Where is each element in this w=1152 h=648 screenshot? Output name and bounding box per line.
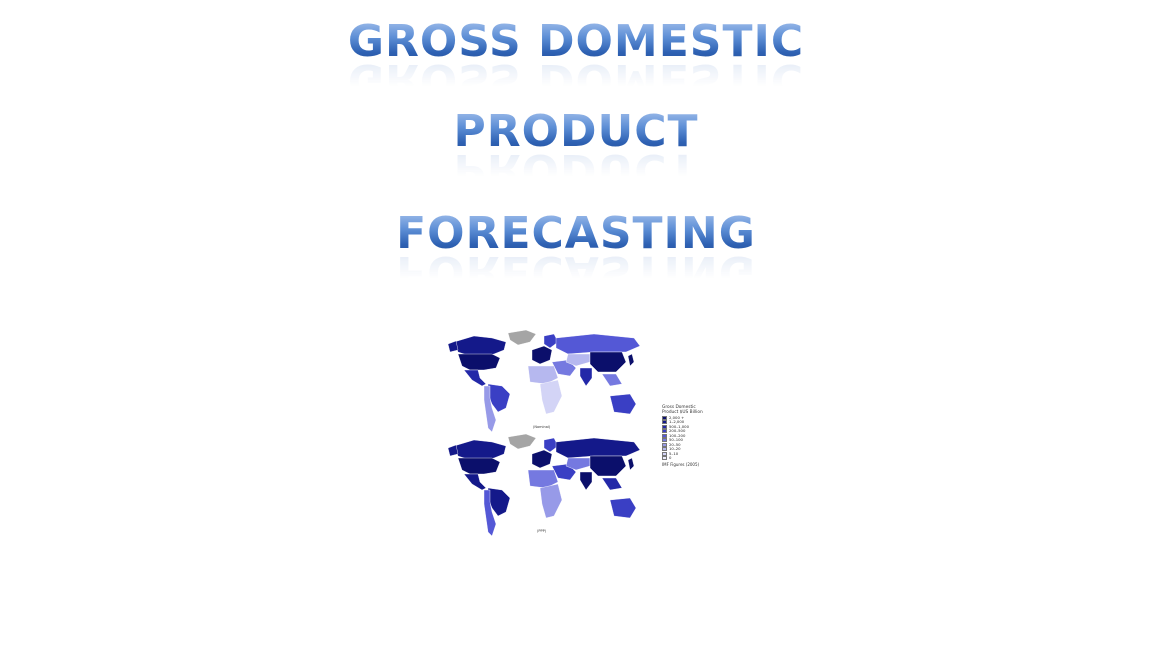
legend-swatch — [662, 415, 667, 420]
ppp-gdp-map — [447, 433, 641, 537]
title-line-3: FORECASTING — [0, 209, 1152, 259]
legend-item: 5–10 — [662, 450, 722, 456]
map-central-asia — [565, 457, 591, 471]
map-southeast-asia — [601, 477, 623, 491]
legend-swatch — [662, 447, 667, 452]
map-australia — [609, 497, 637, 519]
map-japan — [627, 353, 635, 367]
legend-swatch — [662, 438, 667, 443]
legend-item: 50–100 — [662, 437, 722, 443]
map-europe-west — [531, 345, 553, 365]
map-europe-west — [531, 449, 553, 469]
legend-label: 20–50 — [669, 441, 681, 447]
legend-swatch — [662, 451, 667, 456]
title-line-2-reflection: PRODUCT — [453, 144, 699, 195]
title-line-3-reflection: FORECASTING — [396, 246, 756, 297]
legend-label: 100–200 — [669, 432, 686, 438]
map-mexico — [463, 473, 487, 491]
legend-label: 1–2,000 — [669, 419, 685, 425]
top-map-caption: (Nominal) — [533, 425, 551, 429]
map-canada — [453, 439, 507, 461]
map-china — [589, 455, 627, 477]
legend-item: 10–20 — [662, 446, 722, 452]
legend-swatch — [662, 442, 667, 447]
gdp-world-maps-figure — [436, 326, 710, 538]
legend-swatch — [662, 424, 667, 429]
map-central-asia — [565, 353, 591, 367]
map-southeast-asia — [601, 373, 623, 387]
legend-swatch — [662, 456, 667, 461]
map-japan — [627, 457, 635, 471]
map-south-america-west — [483, 489, 497, 537]
bottom-map-caption: (PPP) — [537, 529, 547, 533]
map-mexico — [463, 369, 487, 387]
title-line-1-reflection: GROSS DOMESTIC — [347, 54, 805, 105]
legend-footnote: IMF Figures (2005) — [662, 462, 700, 468]
legend-label: 5–10 — [669, 450, 679, 456]
legend-item: 0 — [662, 455, 722, 461]
map-india — [579, 471, 593, 491]
map-africa-north — [527, 469, 559, 489]
map-greenland — [507, 433, 537, 450]
map-china — [589, 351, 627, 373]
nominal-gdp-map — [447, 329, 641, 433]
map-australia — [609, 393, 637, 415]
map-middle-east — [551, 359, 577, 377]
legend-item: 20–50 — [662, 441, 722, 447]
title-line-1: GROSS DOMESTIC — [0, 17, 1152, 67]
legend-label: 500–1,000 — [669, 423, 690, 429]
map-usa — [457, 457, 501, 475]
legend-item: 1–2,000 — [662, 419, 722, 425]
legend-item: 200–500 — [662, 428, 722, 434]
legend-item: 500–1,000 — [662, 423, 722, 429]
legend-swatch — [662, 429, 667, 434]
map-africa-south — [539, 483, 563, 519]
legend-rows: 2,000 +1–2,000 500–1,000 200–500 100–200 50–… — [662, 414, 722, 461]
map-canada — [453, 335, 507, 357]
legend-label: 0 — [669, 455, 672, 461]
map-middle-east — [551, 463, 577, 481]
map-africa-north — [527, 365, 559, 385]
map-alaska — [447, 444, 459, 457]
legend-swatch — [662, 433, 667, 438]
legend-item: 2,000 + — [662, 414, 722, 420]
legend-label: 50–100 — [669, 437, 683, 443]
world-maps-graphic — [447, 329, 641, 537]
map-legend: Gross Domestic Product $US Billion 2,000… — [662, 405, 722, 467]
map-usa — [457, 353, 501, 371]
map-scandinavia — [543, 437, 559, 453]
map-africa-south — [539, 379, 563, 415]
legend-label: 10–20 — [669, 446, 681, 452]
legend-label: 2,000 + — [669, 414, 685, 420]
legend-swatch — [662, 420, 667, 425]
map-scandinavia — [543, 333, 559, 349]
title-line-2: PRODUCT — [0, 107, 1152, 157]
map-russia — [555, 333, 641, 355]
legend-title: Gross Domestic Product $US Billion — [662, 405, 703, 416]
legend-item: 100–200 — [662, 432, 722, 438]
map-india — [579, 367, 593, 387]
map-greenland — [507, 329, 537, 346]
map-russia — [555, 437, 641, 459]
map-alaska — [447, 340, 459, 353]
legend-label: 200–500 — [669, 428, 686, 434]
map-south-america-west — [483, 385, 497, 433]
